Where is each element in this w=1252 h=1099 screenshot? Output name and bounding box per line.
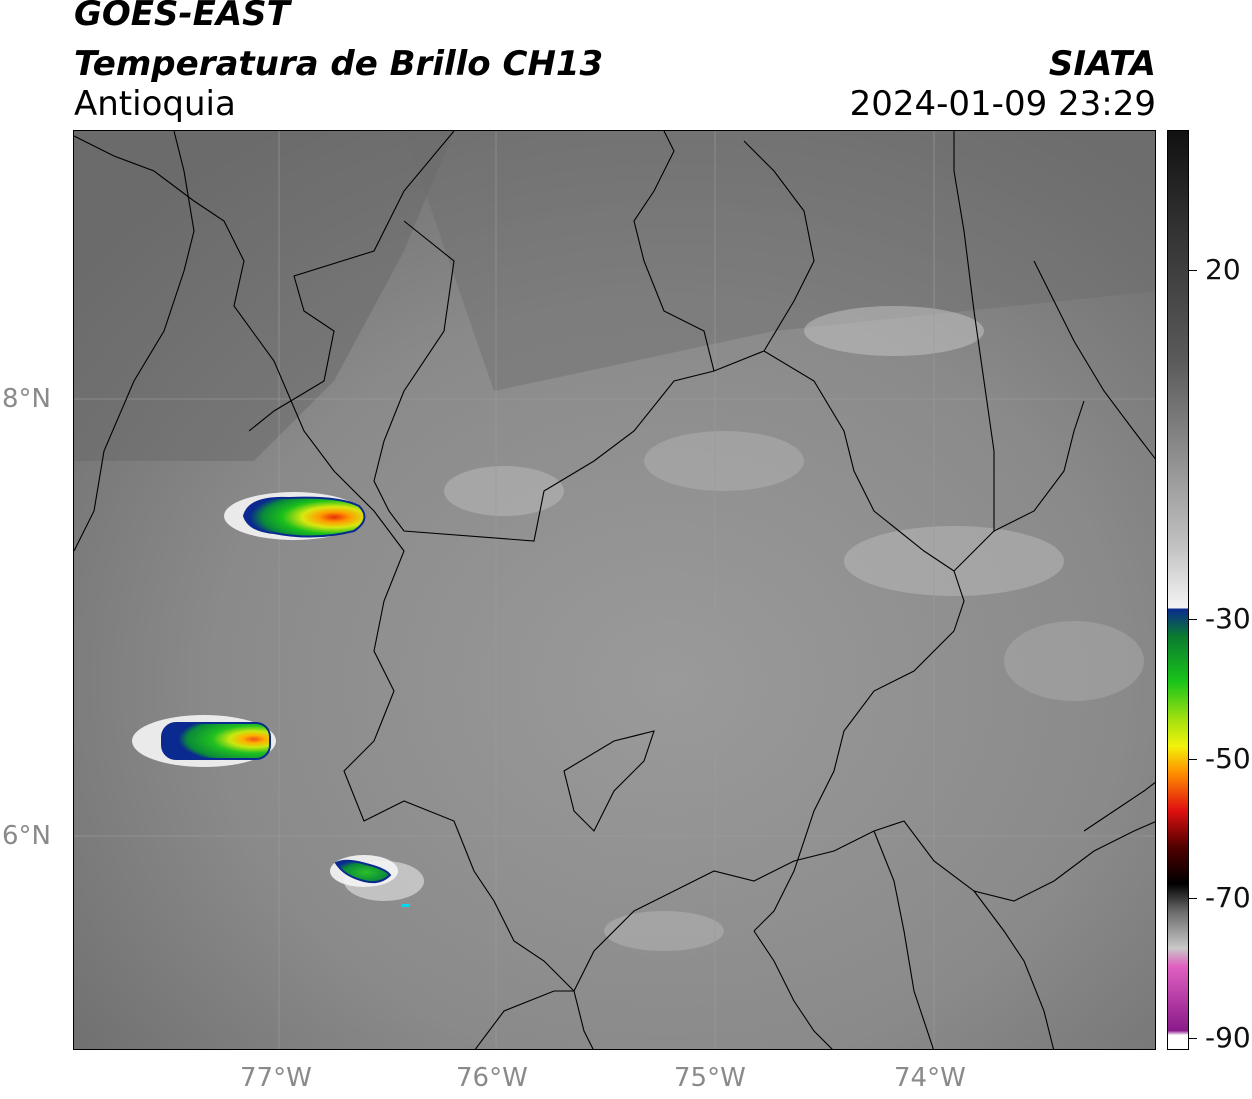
colorbar-mark [1189, 1038, 1197, 1039]
santander-inner-boundary [993, 400, 1085, 532]
cesar-boundary [1033, 260, 1155, 460]
cloud-patch [1004, 621, 1144, 701]
cordoba-sucre-boundary [633, 131, 715, 372]
municipality-boundary [563, 730, 655, 832]
colorbar-tick-minus30: -30 [1205, 602, 1251, 635]
caldas-tolima-boundary [873, 830, 934, 1049]
product-title: Temperatura de Brillo CH13 [74, 44, 604, 84]
lat-tick-8n: 8°N [2, 384, 51, 414]
northern-region [404, 131, 1155, 391]
cloud-patch [844, 526, 1064, 596]
convective-cell-west [132, 715, 276, 767]
colorbar-tick-20: 20 [1205, 253, 1241, 286]
lon-tick-76w: 76°W [456, 1063, 528, 1093]
colorbar-mark [1189, 619, 1197, 620]
cordoba-boundary [373, 220, 965, 632]
convective-cell-north [224, 492, 366, 540]
colorbar-mark [1189, 898, 1197, 899]
lon-tick-75w: 75°W [674, 1063, 746, 1093]
region-subtitle: Antioquia [74, 84, 236, 124]
cloud-patch [804, 306, 984, 356]
uraba-coast-boundary [248, 131, 455, 432]
lon-tick-74w: 74°W [894, 1063, 966, 1093]
casanare-boundary [1083, 781, 1155, 832]
colorbar-tick-minus50: -50 [1205, 742, 1251, 775]
santander-boundary [953, 131, 995, 572]
lon-tick-77w: 77°W [240, 1063, 312, 1093]
antioquia-west-boundary [74, 135, 594, 1049]
boundary-lines [74, 131, 1155, 1049]
lat-tick-6n: 6°N [2, 821, 51, 851]
cloud-patch [444, 466, 564, 516]
datetime-label: 2024-01-09 23:29 [849, 84, 1156, 124]
colorbar-tick-minus90: -90 [1205, 1021, 1251, 1054]
colorbar-mark [1189, 270, 1197, 271]
agency-label: SIATA [1048, 44, 1156, 84]
cundinamarca-boundary [753, 930, 833, 1049]
cold-sea-region [74, 131, 454, 461]
panama-boundary [74, 131, 195, 552]
satellite-map[interactable] [73, 130, 1156, 1050]
temperature-colorbar [1167, 130, 1189, 1050]
cloud-patch [644, 431, 804, 491]
cloud-patch [604, 911, 724, 951]
bolivar-boundary [743, 140, 815, 352]
colorbar-mark [1189, 759, 1197, 760]
map-canvas [74, 131, 1155, 1049]
satellite-title: GOES-EAST [74, 0, 290, 34]
graticule [74, 131, 1155, 1049]
tolima-boundary [973, 890, 1055, 1049]
convective-cell-south [330, 855, 410, 907]
risaralda-boundary [474, 990, 574, 1049]
colorbar-tick-minus70: -70 [1205, 881, 1251, 914]
boyaca-boundary [753, 630, 955, 932]
